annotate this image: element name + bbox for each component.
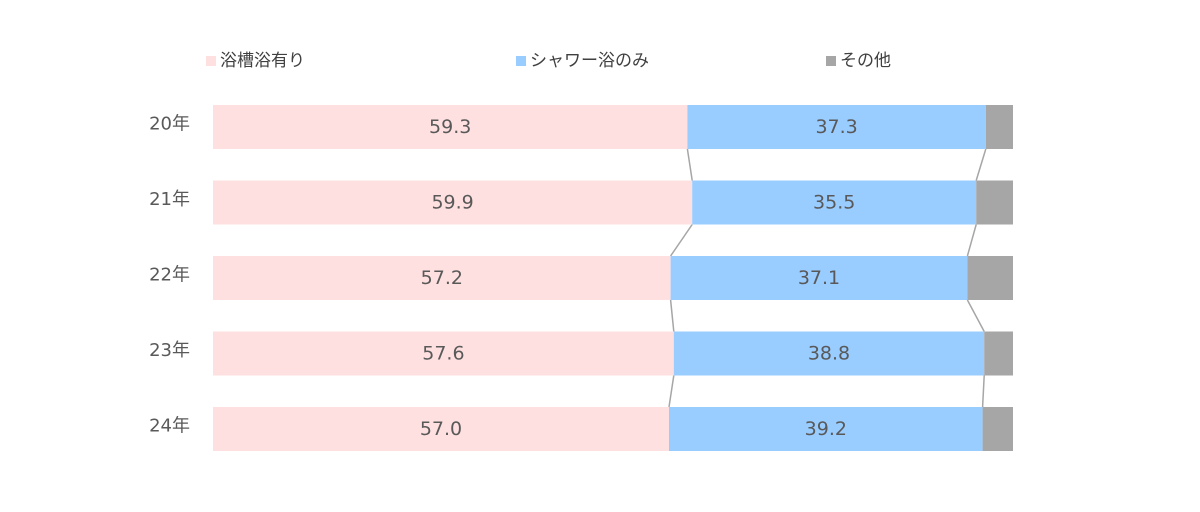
series-line [669,299,675,332]
series-line [966,299,985,332]
category-label: 22年 [149,265,190,286]
data-label: 59.9 [431,192,473,214]
data-label: 37.1 [798,267,840,289]
legend-label-2: シャワー浴のみ [530,51,649,71]
category-label: 21年 [149,189,190,210]
series-line [669,224,693,257]
data-label: 57.2 [421,267,463,289]
bar-segment [213,256,671,300]
bar-segment [985,105,1013,149]
bar-segment [213,105,688,149]
bar-segment [976,180,1013,225]
bar-segment [687,105,986,149]
data-label: 57.0 [420,418,462,440]
bar-segment [213,407,669,451]
legend-swatch-3 [826,56,836,66]
data-label: 35.5 [813,192,855,214]
bar-segment [213,331,674,376]
data-label: 37.3 [815,116,857,138]
data-label: 57.6 [422,343,464,365]
bar-segment [213,180,693,225]
category-label: 24年 [149,416,190,437]
legend-swatch-1 [206,56,216,66]
bar-segment [692,180,977,225]
bar-segment [673,331,985,376]
legend-label-3: その他 [840,51,891,71]
category-label: 23年 [149,340,190,361]
bar-segment [967,256,1013,300]
category-label: 20年 [149,114,190,135]
series-line [975,148,987,181]
data-label: 38.8 [808,343,850,365]
series-line [966,224,977,257]
legend-swatch-2 [516,56,526,66]
series-line [668,375,675,408]
bar-segment [669,407,983,451]
series-line [981,375,985,408]
legend-label-1: 浴槽浴有り [220,51,305,71]
series-line [686,148,693,181]
data-label: 39.2 [805,418,847,440]
data-label: 59.3 [429,116,471,138]
bar-segment [984,331,1013,376]
bar-segment [670,256,968,300]
bar-segment [982,407,1013,451]
